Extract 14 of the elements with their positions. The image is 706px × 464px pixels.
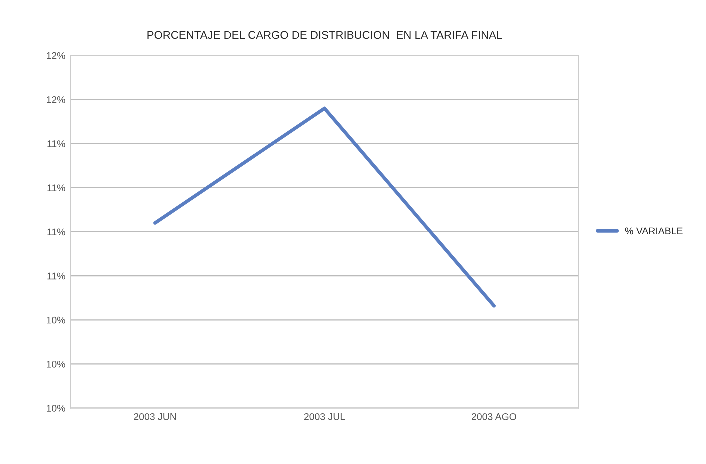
- x-tick-label: 2003 JUL: [304, 413, 346, 420]
- y-tick-label: 10%: [47, 360, 66, 368]
- y-tick-label: 11%: [48, 272, 66, 280]
- y-tick-label: 11%: [48, 140, 66, 148]
- legend-label: % VARIABLE: [625, 228, 683, 235]
- x-tick-label: 2003 AGO: [472, 413, 516, 420]
- x-tick-label: 2003 JUN: [134, 413, 176, 420]
- y-tick-label: 12%: [47, 96, 66, 104]
- y-tick-label: 10%: [47, 405, 66, 412]
- y-tick-label: 10%: [47, 316, 66, 324]
- chart-title: PORCENTAJE DEL CARGO DE DISTRIBUCION EN LA TARIFA FINAL: [148, 31, 502, 40]
- y-tick-label: 11%: [48, 228, 66, 236]
- y-tick-label: 12%: [47, 52, 66, 60]
- y-tick-label: 11%: [48, 184, 66, 192]
